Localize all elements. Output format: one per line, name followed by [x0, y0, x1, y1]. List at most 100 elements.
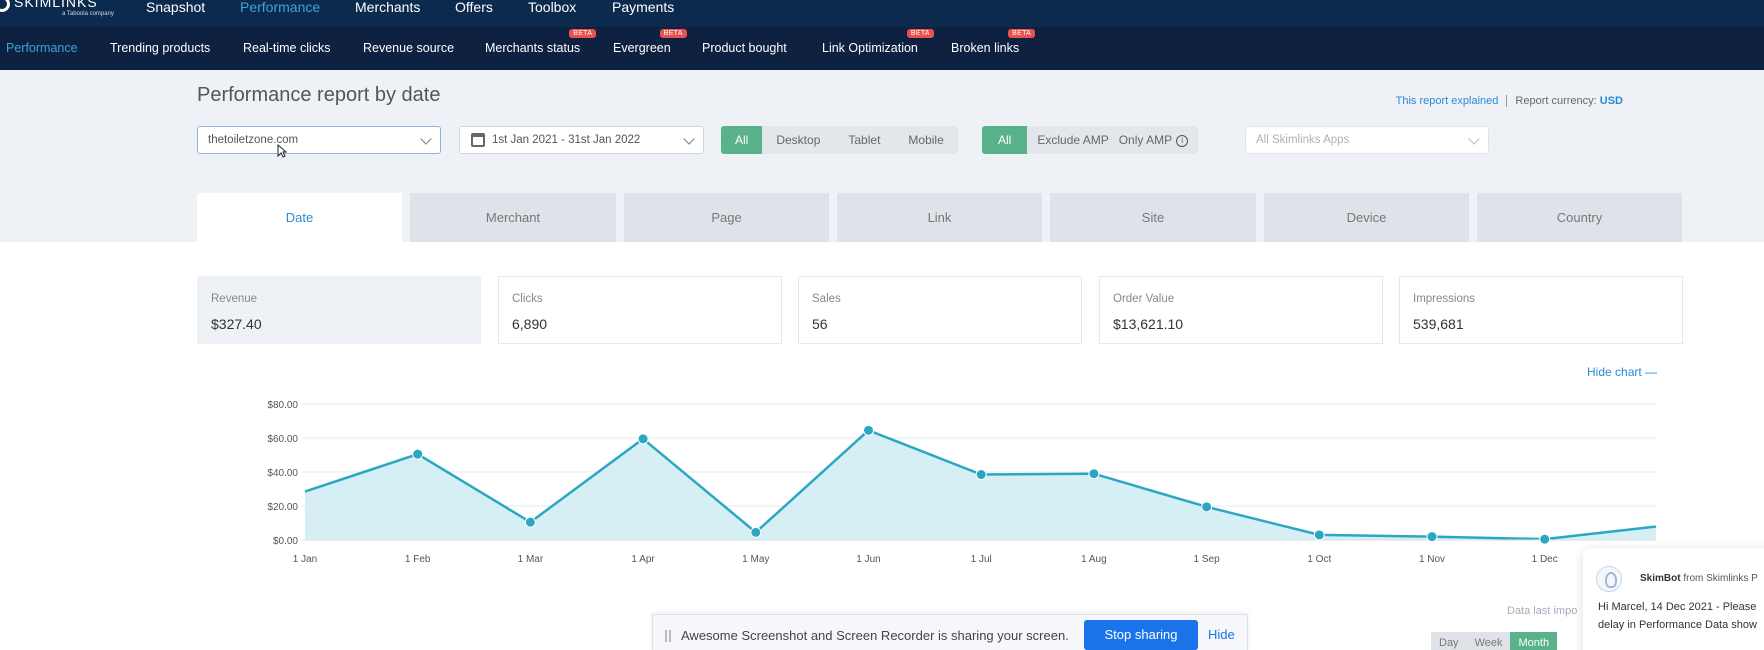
x-tick-label: 1 Sep [1194, 554, 1221, 565]
logo-subtitle: a Taboola company [62, 11, 114, 17]
x-tick-label: 1 Mar [518, 554, 544, 565]
data-last-imported: Data last impo [1507, 605, 1578, 617]
nav-toolbox[interactable]: Toolbox [528, 0, 577, 15]
tab-site[interactable]: Site [1050, 193, 1256, 242]
sub-navigation: Performance Trending products Real-time … [0, 27, 1764, 70]
device-mobile-button[interactable]: Mobile [908, 133, 944, 147]
tab-device[interactable]: Device [1264, 193, 1469, 242]
metric-label: Impressions [1413, 293, 1475, 305]
bot-message-line: Hi Marcel, 14 Dec 2021 - Please [1598, 601, 1757, 613]
y-tick-label: $0.00 [273, 536, 298, 547]
logo-mark-icon [0, 0, 10, 12]
domain-select-value: thetoiletzone.com [208, 134, 299, 146]
data-point [1088, 468, 1100, 480]
beta-badge: BETA [569, 29, 597, 38]
amp-filter: All Exclude AMP Only AMP i [982, 126, 1199, 154]
nav-merchants[interactable]: Merchants [355, 0, 421, 15]
only-amp-label: Only AMP [1118, 133, 1173, 147]
nav-offers[interactable]: Offers [455, 0, 493, 15]
hide-sharebar-button[interactable]: Hide [1208, 627, 1235, 642]
x-tick-label: 1 May [742, 554, 769, 565]
x-tick-label: 1 Aug [1081, 554, 1107, 565]
device-tablet-button[interactable]: Tablet [848, 133, 881, 147]
data-point [412, 448, 424, 460]
stop-sharing-button[interactable]: Stop sharing [1084, 620, 1198, 650]
subnav-revenue-source[interactable]: Revenue source [363, 41, 455, 55]
tab-link[interactable]: Link [837, 193, 1042, 242]
report-currency-value[interactable]: USD [1599, 95, 1623, 107]
revenue-area [305, 430, 1656, 540]
y-tick-label: $20.00 [267, 502, 298, 513]
nav-snapshot[interactable]: Snapshot [146, 0, 206, 15]
y-tick-label: $80.00 [267, 400, 298, 411]
period-month-button[interactable]: Month [1510, 632, 1558, 650]
bot-message: Hi Marcel, 14 Dec 2021 - Please delay in… [1598, 598, 1764, 634]
subnav-real-time-clicks[interactable]: Real-time clicks [243, 41, 331, 55]
metric-card-order-value[interactable]: Order Value $13,621.10 [1099, 276, 1383, 344]
calendar-icon [471, 133, 485, 147]
period-toggle: Day Week Month [1431, 632, 1558, 650]
bot-message-line: delay in Performance Data show [1598, 619, 1757, 631]
exclude-amp-button[interactable]: Exclude AMP [1037, 133, 1109, 147]
domain-select[interactable]: thetoiletzone.com [197, 126, 441, 154]
amp-all-button[interactable]: All [982, 126, 1028, 154]
drag-handle-icon[interactable] [665, 630, 671, 642]
device-filter: All Desktop Tablet Mobile [721, 126, 958, 154]
report-currency-label: Report currency: [1515, 95, 1597, 107]
period-week-button[interactable]: Week [1474, 637, 1503, 649]
metric-label: Revenue [211, 293, 258, 305]
subnav-link-optimization-label: Link Optimization [822, 41, 918, 55]
metric-label: Clicks [512, 293, 543, 305]
report-links: This report explained Report currency: US… [1395, 95, 1623, 108]
subnav-link-optimization[interactable]: Link Optimization BETA [822, 29, 934, 55]
x-tick-label: 1 Jan [293, 554, 317, 565]
metric-card-impressions[interactable]: Impressions 539,681 [1399, 276, 1683, 344]
metric-card-sales[interactable]: Sales 56 [798, 276, 1082, 344]
subnav-product-bought[interactable]: Product bought [702, 41, 787, 55]
tab-merchant[interactable]: Merchant [410, 193, 616, 242]
subnav-trending-products[interactable]: Trending products [110, 41, 211, 55]
subnav-merchants-status[interactable]: Merchants status BETA [485, 29, 597, 55]
bot-name: SkimBot [1640, 573, 1681, 584]
apps-select-placeholder: All Skimlinks Apps [1256, 134, 1350, 146]
bot-sender: SkimBot from Skimlinks P [1640, 573, 1758, 584]
device-all-button[interactable]: All [721, 126, 763, 154]
subnav-performance[interactable]: Performance [6, 41, 78, 55]
bot-from: from Skimlinks P [1683, 573, 1758, 584]
data-point [1201, 501, 1213, 513]
metric-value: 539,681 [1413, 316, 1464, 332]
period-day-button[interactable]: Day [1439, 637, 1459, 649]
tab-country[interactable]: Country [1477, 193, 1682, 242]
metric-card-revenue[interactable]: Revenue $327.40 [197, 276, 481, 344]
logo-text: SKIMLINKS [14, 0, 98, 10]
screen-sharing-bar: Awesome Screenshot and Screen Recorder i… [652, 614, 1248, 650]
skimbot-chat-popup[interactable]: SkimBot from Skimlinks P Hi Marcel, 14 D… [1583, 548, 1764, 650]
metric-card-clicks[interactable]: Clicks 6,890 [498, 276, 782, 344]
metric-label: Order Value [1113, 293, 1175, 305]
subnav-evergreen[interactable]: Evergreen BETA [613, 29, 687, 55]
device-desktop-button[interactable]: Desktop [776, 133, 821, 147]
top-navigation: SKIMLINKS a Taboola company Snapshot Per… [0, 0, 1764, 27]
hide-chart-link[interactable]: Hide chart — [1587, 365, 1658, 379]
nav-payments[interactable]: Payments [612, 0, 675, 15]
x-tick-label: 1 Oct [1307, 554, 1331, 565]
subnav-evergreen-label: Evergreen [613, 41, 671, 55]
bot-avatar [1596, 566, 1622, 592]
y-tick-label: $60.00 [267, 434, 298, 445]
info-icon[interactable]: i [1176, 134, 1189, 147]
apps-select[interactable]: All Skimlinks Apps [1245, 126, 1489, 154]
page-title: Performance report by date [197, 84, 441, 106]
subnav-merchants-status-label: Merchants status [485, 41, 581, 55]
x-tick-label: 1 Apr [631, 554, 655, 565]
data-point [863, 424, 874, 436]
nav-performance[interactable]: Performance [240, 0, 321, 15]
subnav-broken-links[interactable]: Broken links BETA [951, 29, 1036, 55]
tab-date[interactable]: Date [197, 193, 402, 242]
report-explained-link[interactable]: This report explained [1395, 95, 1499, 107]
only-amp-button[interactable]: Only AMP i [1119, 126, 1198, 154]
date-range-select[interactable]: 1st Jan 2021 - 31st Jan 2022 [459, 126, 704, 154]
x-tick-label: 1 Jun [856, 554, 880, 565]
skimlinks-logo[interactable]: SKIMLINKS a Taboola company [0, 0, 125, 22]
tab-page[interactable]: Page [624, 193, 829, 242]
